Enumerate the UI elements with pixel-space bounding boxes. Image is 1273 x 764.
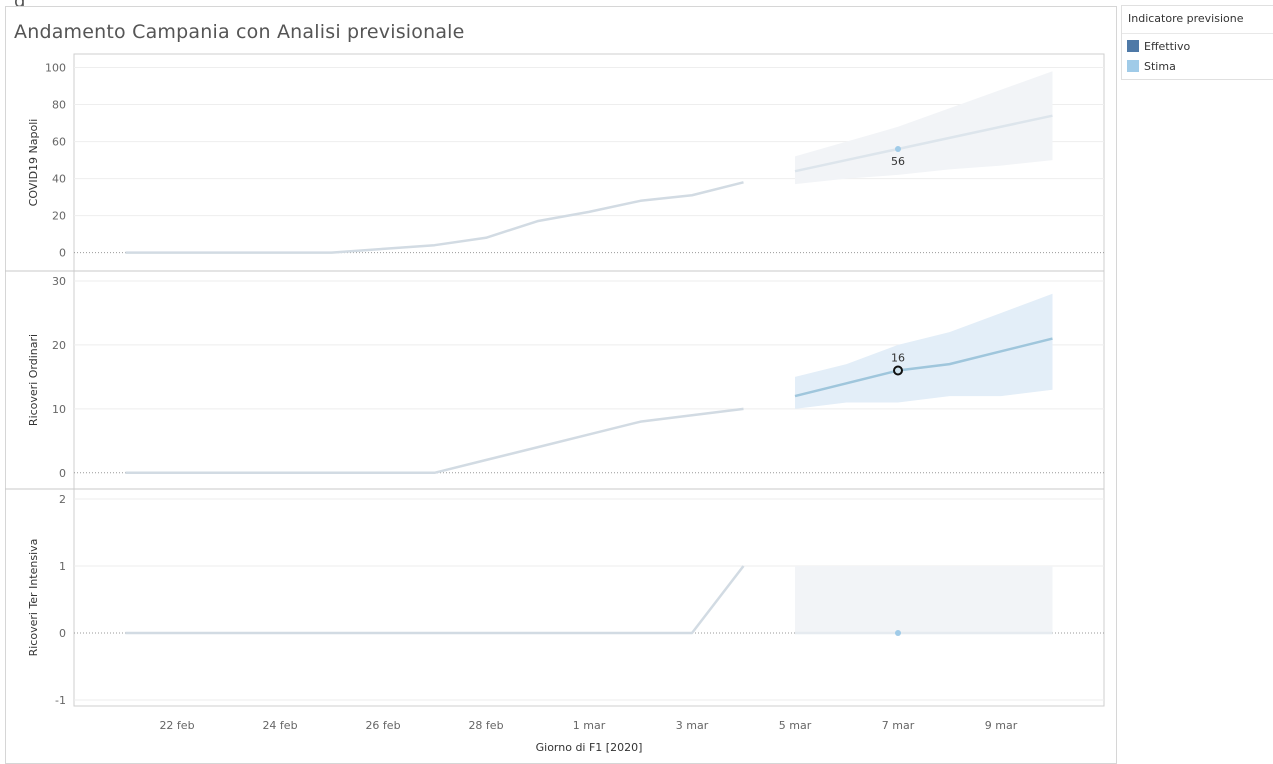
legend-item-stima[interactable]: Stima [1127,60,1176,74]
legend-label-effettivo: Effettivo [1144,40,1191,53]
y-tick-label: 30 [52,275,66,288]
x-axis-title: Giorno di F1 [2020] [536,741,643,754]
forecast-band [795,566,1053,633]
x-tick-label: 5 mar [779,719,812,732]
y-tick-label: 20 [52,210,66,223]
point-marker [895,630,901,636]
y-axis-title: Ricoveri Ter Intensiva [27,539,40,657]
legend-item-effettivo[interactable]: Effettivo [1127,40,1190,54]
highlight-marker [893,365,903,376]
y-tick-label: 0 [59,247,66,260]
x-tick-label: 3 mar [676,719,709,732]
legend-swatch-effettivo [1127,40,1139,52]
y-tick-label: -1 [55,694,66,707]
actual-line [125,565,745,635]
y-axis-title: COVID19 Napoli [27,119,40,207]
forecast-line [794,114,1053,173]
x-tick-label: 1 mar [573,719,606,732]
y-tick-label: 10 [52,403,66,416]
x-tick-label: 7 mar [882,719,915,732]
legend-divider [1122,33,1273,34]
y-tick-label: 0 [59,627,66,640]
y-tick-label: 60 [52,136,66,149]
plot-frame [73,53,1105,707]
y-tick-label: 1 [59,560,66,573]
forecast-line [794,337,1053,398]
forecast-band [795,293,1053,409]
forecast-band [795,71,1053,185]
chart-title: Andamento Campania con Analisi prevision… [14,21,465,43]
x-tick-label: 26 feb [365,719,400,732]
data-label: 56 [891,155,905,168]
legend-title: Indicatore previsione [1128,12,1244,25]
actual-line [125,407,744,475]
point-marker [895,145,901,152]
y-tick-label: 20 [52,339,66,352]
legend-label-stima: Stima [1144,60,1176,73]
y-tick-label: 100 [45,62,66,75]
legend-swatch-stima [1127,60,1139,72]
x-tick-label: 9 mar [985,719,1018,732]
y-tick-label: 0 [59,467,66,480]
x-tick-label: 22 feb [159,719,194,732]
data-label: 16 [891,352,905,365]
y-tick-label: 2 [59,493,66,506]
y-tick-label: 40 [52,173,66,186]
x-tick-label: 24 feb [262,719,297,732]
legend: Indicatore previsione Effettivo Stima [1121,5,1273,80]
y-axis-title: Ricoveri Ordinari [27,334,40,426]
x-tick-label: 28 feb [468,719,503,732]
y-tick-label: 80 [52,99,66,112]
actual-line [125,181,744,254]
